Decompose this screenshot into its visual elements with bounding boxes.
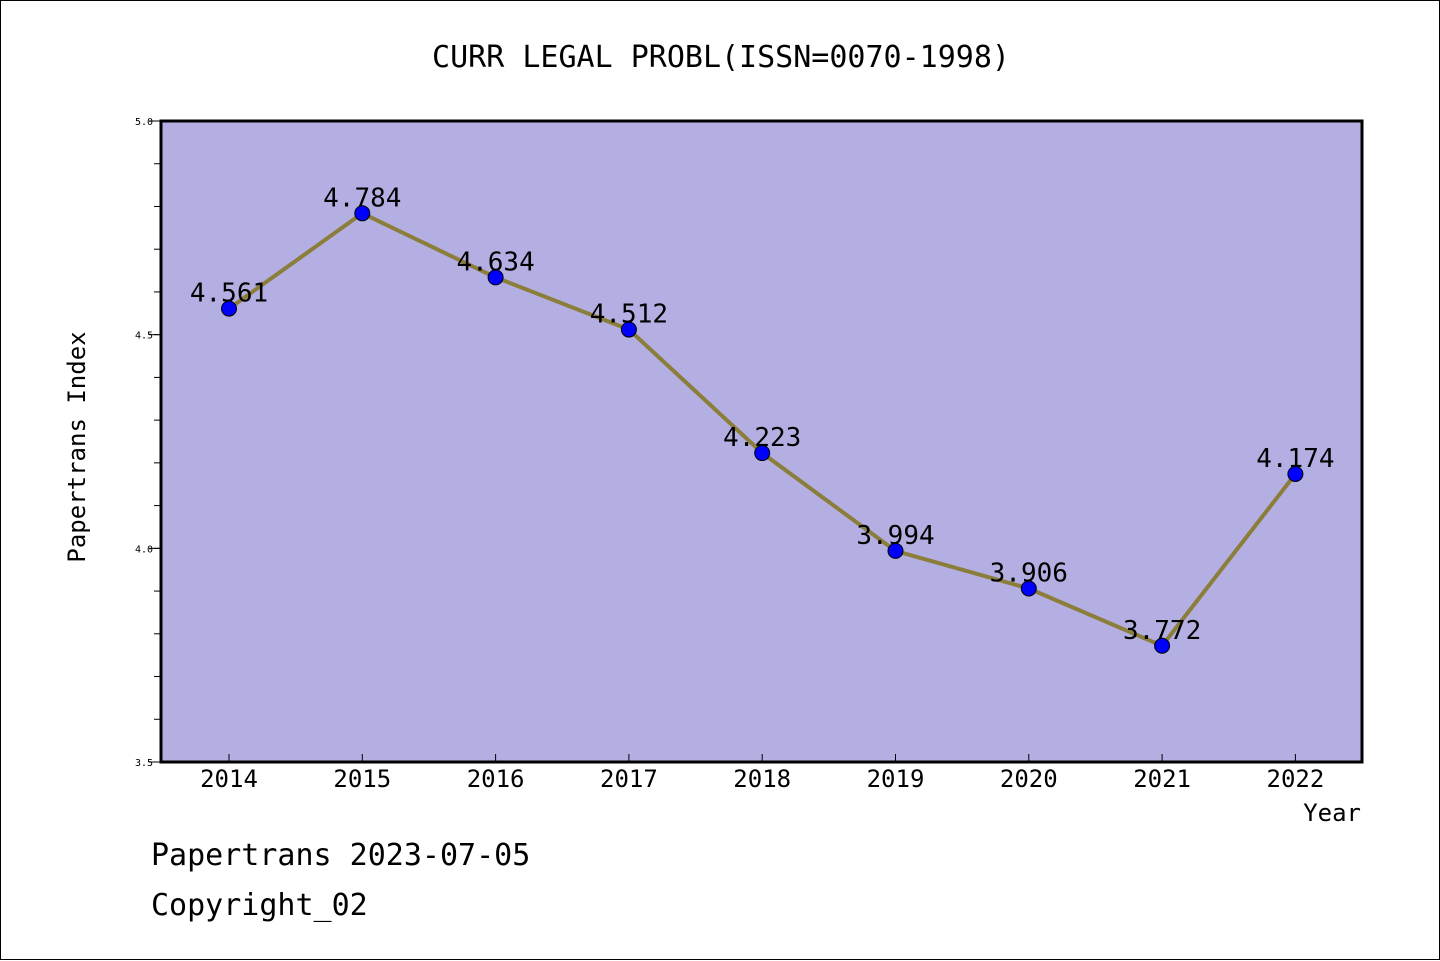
x-tick-label: 2019 [867, 765, 925, 793]
data-label: 4.561 [190, 279, 268, 309]
x-axis-ticks: 2014 2015 2016 2017 2018 2019 2020 2021 2022 [200, 754, 1324, 793]
data-point [620, 321, 637, 338]
x-tick-label: 2020 [1000, 765, 1058, 793]
data-label: 4.634 [456, 247, 534, 277]
data-point [354, 205, 371, 222]
y-tick-label: 4.0 [135, 544, 153, 555]
y-axis-label: Papertrans Index [63, 331, 91, 562]
data-point [1020, 580, 1037, 597]
x-tick-label: 2021 [1133, 765, 1191, 793]
data-label: 4.784 [323, 183, 401, 213]
footer-date: Papertrans 2023-07-05 [151, 838, 530, 873]
data-point [1287, 465, 1304, 482]
data-labels-group: 4.561 4.784 4.634 4.512 4.223 3.994 3.906 3.772… [190, 183, 1335, 645]
x-axis-label: Year [1303, 799, 1361, 827]
data-label: 4.512 [590, 300, 668, 330]
data-point [1154, 637, 1171, 654]
data-label: 3.994 [856, 521, 934, 551]
series-group [221, 205, 1304, 654]
y-tick-label: 5.0 [135, 117, 153, 128]
x-tick-label: 2017 [600, 765, 658, 793]
x-tick-label: 2014 [200, 765, 258, 793]
data-point [487, 269, 504, 286]
x-tick-label: 2016 [467, 765, 525, 793]
data-point [221, 300, 237, 317]
data-label: 4.174 [1256, 444, 1334, 474]
x-tick-label: 2015 [333, 765, 391, 793]
chart-title: CURR LEGAL PROBL(ISSN=0070-1998) [432, 40, 1010, 75]
y-tick-label: 3.5 [135, 758, 153, 769]
data-point [754, 445, 771, 462]
y-axis-ticks: 3.5 4.0 4.5 5.0 [135, 117, 161, 769]
plot-area [159, 119, 1364, 764]
data-point [887, 542, 904, 559]
y-tick-label: 4.5 [135, 331, 153, 342]
data-label: 4.223 [723, 423, 801, 453]
data-label: 3.906 [990, 559, 1068, 589]
data-label: 3.772 [1123, 616, 1201, 646]
footer-copyright: Copyright_02 [151, 888, 368, 923]
x-tick-label: 2022 [1267, 765, 1325, 793]
x-tick-label: 2018 [733, 765, 791, 793]
